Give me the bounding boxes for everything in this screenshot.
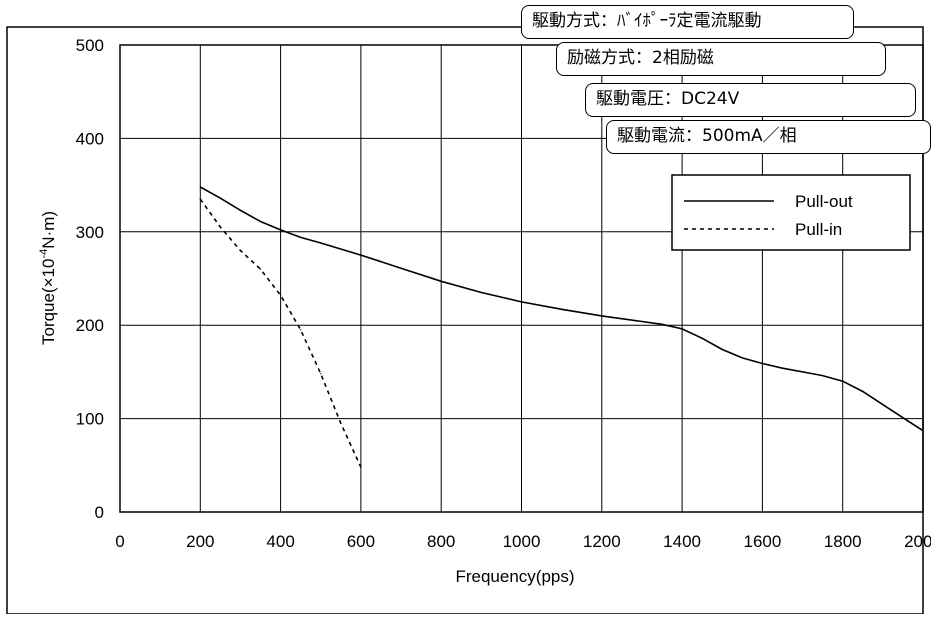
data-point-pull-out — [520, 301, 523, 303]
x-tick-label: 0 — [115, 532, 124, 551]
data-point-pull-out — [701, 337, 703, 339]
x-tick-label: 1200 — [583, 532, 621, 551]
data-point-pull-out — [902, 417, 904, 419]
series-lines — [199, 186, 924, 468]
y-tick-label: 300 — [76, 223, 104, 242]
x-tick-label: 200 — [186, 532, 214, 551]
y-tick-label: 100 — [76, 410, 104, 429]
data-point-pull-out — [741, 357, 743, 359]
data-point-pull-out — [681, 328, 683, 330]
data-point-pull-out — [721, 348, 723, 351]
data-point-pull-out — [601, 315, 603, 317]
data-point-pull-out — [862, 390, 864, 393]
data-point-pull-out — [761, 362, 764, 365]
y-tick-label: 200 — [76, 316, 104, 335]
y-tick-label: 0 — [95, 503, 104, 522]
data-point-pull-in — [219, 226, 221, 228]
data-point-pull-in — [259, 268, 262, 270]
y-axis-label: Torque(×10-4N·m) — [38, 211, 58, 345]
data-point-pull-out — [842, 380, 844, 382]
data-point-pull-out — [219, 197, 221, 199]
x-tick-label: 1400 — [663, 532, 701, 551]
y-tick-label: 400 — [76, 129, 104, 148]
data-point-pull-out — [300, 236, 302, 239]
y-tick-labels: 0 100 200 300 400 500 — [76, 36, 104, 522]
data-point-pull-out — [661, 323, 663, 325]
data-point-pull-out — [320, 242, 322, 244]
data-point-pull-in — [239, 249, 242, 252]
series-line-pull-in — [199, 198, 362, 468]
x-tick-label: 800 — [427, 532, 455, 551]
data-point-pull-in — [320, 373, 322, 375]
data-point-pull-out — [781, 367, 784, 369]
data-point-pull-out — [199, 186, 201, 188]
x-tick-label: 1000 — [503, 532, 541, 551]
legend-box — [671, 174, 911, 251]
x-tick-label: 400 — [266, 532, 294, 551]
legend-label: Pull-in — [795, 220, 842, 239]
plot-area — [119, 44, 924, 513]
data-point-pull-out — [280, 229, 282, 231]
legend-label: Pull-out — [795, 192, 853, 211]
y-tick-label: 500 — [76, 36, 104, 55]
data-point-pull-out — [641, 320, 643, 323]
data-point-pull-out — [239, 209, 242, 211]
data-point-pull-in — [280, 294, 282, 296]
data-point-pull-out — [801, 371, 804, 373]
x-tick-label: 1600 — [743, 532, 781, 551]
note-drive-current: 駆動電流：500mA／相 — [606, 120, 931, 154]
data-point-pull-in — [340, 422, 342, 424]
data-point-pull-out — [822, 375, 824, 377]
data-point-pull-out — [400, 267, 402, 269]
note-drive-voltage: 駆動電圧：DC24V — [585, 83, 916, 117]
legend: Pull-out Pull-in — [671, 174, 911, 251]
note-drive-method: 駆動方式：ﾊﾞｲﾎﾟｰﾗ定電流駆動 — [521, 5, 854, 39]
data-point-pull-out — [440, 280, 442, 282]
data-point-pull-out — [480, 291, 482, 294]
x-tick-label: 600 — [347, 532, 375, 551]
data-point-pull-in — [360, 466, 362, 468]
data-point-pull-out — [360, 254, 362, 256]
note-excitation: 励磁方式：2相励磁 — [556, 42, 886, 76]
data-point-pull-out — [882, 403, 884, 406]
x-axis-label: Frequency(pps) — [455, 567, 574, 586]
data-point-pull-in — [199, 198, 201, 200]
data-point-pull-in — [300, 329, 302, 331]
data-point-pull-out — [561, 308, 563, 310]
data-point-pull-out — [259, 220, 262, 223]
x-tick-label: 1800 — [824, 532, 862, 551]
data-point-pull-out — [922, 430, 924, 432]
